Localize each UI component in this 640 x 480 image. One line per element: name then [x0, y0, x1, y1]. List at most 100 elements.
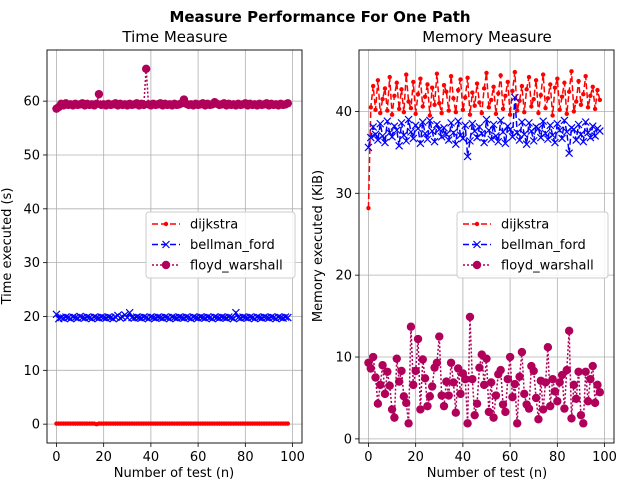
memory-dijkstra-point	[408, 105, 414, 111]
time-bellman-ford-point	[52, 310, 61, 319]
memory-dijkstra-point	[406, 99, 411, 104]
memory-series-dijkstra	[366, 69, 603, 211]
memory-legend: dijkstra bellman_ford floyd_warshall	[456, 211, 609, 279]
memory-dijkstra-point	[373, 107, 378, 112]
memory-bellman-ford-point	[525, 118, 533, 127]
memory-dijkstra-point	[524, 87, 529, 92]
memory-dijkstra-point	[472, 103, 477, 108]
memory-dijkstra-point	[375, 78, 381, 83]
memory-bellman-ford-point	[487, 135, 496, 144]
time-bellman-ford-point	[116, 314, 125, 323]
memory-dijkstra-point	[451, 96, 456, 101]
memory-x-tick-label: 80	[549, 450, 566, 465]
memory-bellman-ford-point	[425, 116, 434, 125]
memory-floyd-warshall-point	[503, 374, 512, 384]
memory-floyd-warshall-point	[409, 380, 418, 390]
memory-dijkstra-point	[411, 79, 416, 85]
memory-legend-dijkstra-marker	[474, 221, 480, 227]
memory-dijkstra-point	[479, 110, 484, 116]
time-x-axis-label: Number of test (n)	[114, 466, 235, 480]
memory-bellman-ford-point	[484, 126, 493, 135]
memory-floyd-warshall-point	[420, 374, 430, 383]
memory-bellman-ford-point	[499, 127, 507, 136]
memory-bellman-ford-point	[560, 116, 569, 125]
memory-bellman-ford-point	[409, 134, 418, 143]
memory-floyd-warshall-point	[505, 352, 515, 362]
memory-bellman-ford-point	[492, 132, 500, 140]
memory-bellman-ford-point	[515, 136, 524, 144]
memory-bellman-ford-point	[551, 138, 559, 147]
memory-floyd-warshall-point	[380, 389, 390, 399]
memory-dijkstra-point	[413, 111, 418, 117]
memory-x-tick-label: 0	[364, 450, 372, 465]
figure-suptitle: Measure Performance For One Path	[169, 8, 470, 26]
memory-dijkstra-point	[536, 110, 541, 116]
memory-dijkstra-point	[385, 108, 390, 113]
memory-floyd-warshall-point	[437, 391, 446, 400]
memory-floyd-warshall-point	[496, 365, 505, 375]
memory-y-tick-label: 0	[344, 432, 352, 447]
memory-floyd-warshall-point	[583, 397, 593, 406]
memory-dijkstra-point	[429, 85, 435, 90]
memory-floyd-warshall-point	[487, 378, 496, 387]
memory-dijkstra-point	[370, 83, 376, 89]
time-bellman-ford-point	[217, 313, 226, 321]
memory-bellman-ford-point	[388, 132, 396, 141]
memory-floyd-warshall-point	[451, 408, 461, 417]
memory-floyd-warshall-point	[423, 401, 432, 411]
memory-bellman-ford-point	[466, 136, 474, 145]
memory-dijkstra-point	[489, 97, 494, 103]
time-bellman-ford-point	[267, 313, 276, 321]
time-legend-floyd-warshall-label: floyd_warshall	[190, 259, 283, 274]
memory-dijkstra-point	[491, 84, 496, 90]
memory-bellman-ford-point	[553, 119, 562, 128]
memory-floyd-warshall-point	[387, 405, 397, 414]
time-bellman-ford-point	[283, 313, 292, 322]
memory-dijkstra-point	[514, 108, 520, 113]
memory-floyd-warshall-point	[385, 381, 394, 390]
memory-floyd-warshall-point	[489, 413, 498, 422]
memory-dijkstra-point	[392, 93, 397, 99]
time-bellman-ford-point	[168, 313, 177, 321]
memory-bellman-ford-point	[513, 128, 522, 137]
memory-axes-frame	[358, 49, 615, 444]
memory-dijkstra-point	[557, 107, 562, 112]
time-bellman-ford-point	[83, 313, 92, 321]
memory-dijkstra-point	[505, 79, 510, 85]
memory-floyd-warshall-point	[366, 364, 376, 373]
memory-legend-bellman-ford-label: bellman_ford	[501, 238, 586, 253]
time-legend-floyd-warshall-marker	[161, 260, 171, 270]
memory-floyd-warshall-point	[491, 391, 501, 400]
time-bellman-ford-point	[97, 313, 106, 321]
memory-floyd-warshall-point	[449, 378, 458, 387]
memory-dijkstra-point	[439, 110, 444, 116]
memory-legend-bellman-ford-marker	[473, 240, 481, 249]
memory-bellman-ford-point	[456, 131, 465, 140]
time-dijkstra-point	[285, 421, 291, 426]
memory-floyd-warshall-point	[479, 380, 489, 390]
memory-bellman-ford-point	[442, 130, 451, 139]
memory-floyd-warshall-point	[482, 354, 491, 363]
memory-dijkstra-point	[378, 110, 383, 116]
memory-bellman-ford-point	[432, 120, 441, 129]
time-y-tick-label: 20	[23, 310, 40, 325]
memory-dijkstra-point	[592, 106, 598, 112]
memory-dijkstra-point	[460, 107, 466, 112]
memory-bellman-ford-point	[418, 118, 427, 126]
memory-floyd-warshall-point	[555, 378, 564, 387]
memory-dijkstra-point	[571, 109, 577, 114]
memory-bellman-ford-point	[440, 123, 448, 132]
memory-dijkstra-point	[574, 99, 579, 104]
time-axes-frame	[46, 49, 303, 444]
time-y-tick-label: 40	[23, 202, 40, 217]
memory-floyd-warshall-point	[529, 366, 538, 376]
memory-bellman-ford-point	[381, 138, 389, 147]
memory-bellman-ford-point	[451, 140, 460, 149]
memory-dijkstra-point	[437, 101, 442, 106]
memory-dijkstra-point	[441, 83, 447, 88]
memory-dijkstra-point	[512, 69, 518, 75]
memory-dijkstra-point	[427, 113, 433, 118]
memory-bellman-ford-point	[397, 118, 406, 127]
memory-bellman-ford-point	[489, 120, 498, 129]
